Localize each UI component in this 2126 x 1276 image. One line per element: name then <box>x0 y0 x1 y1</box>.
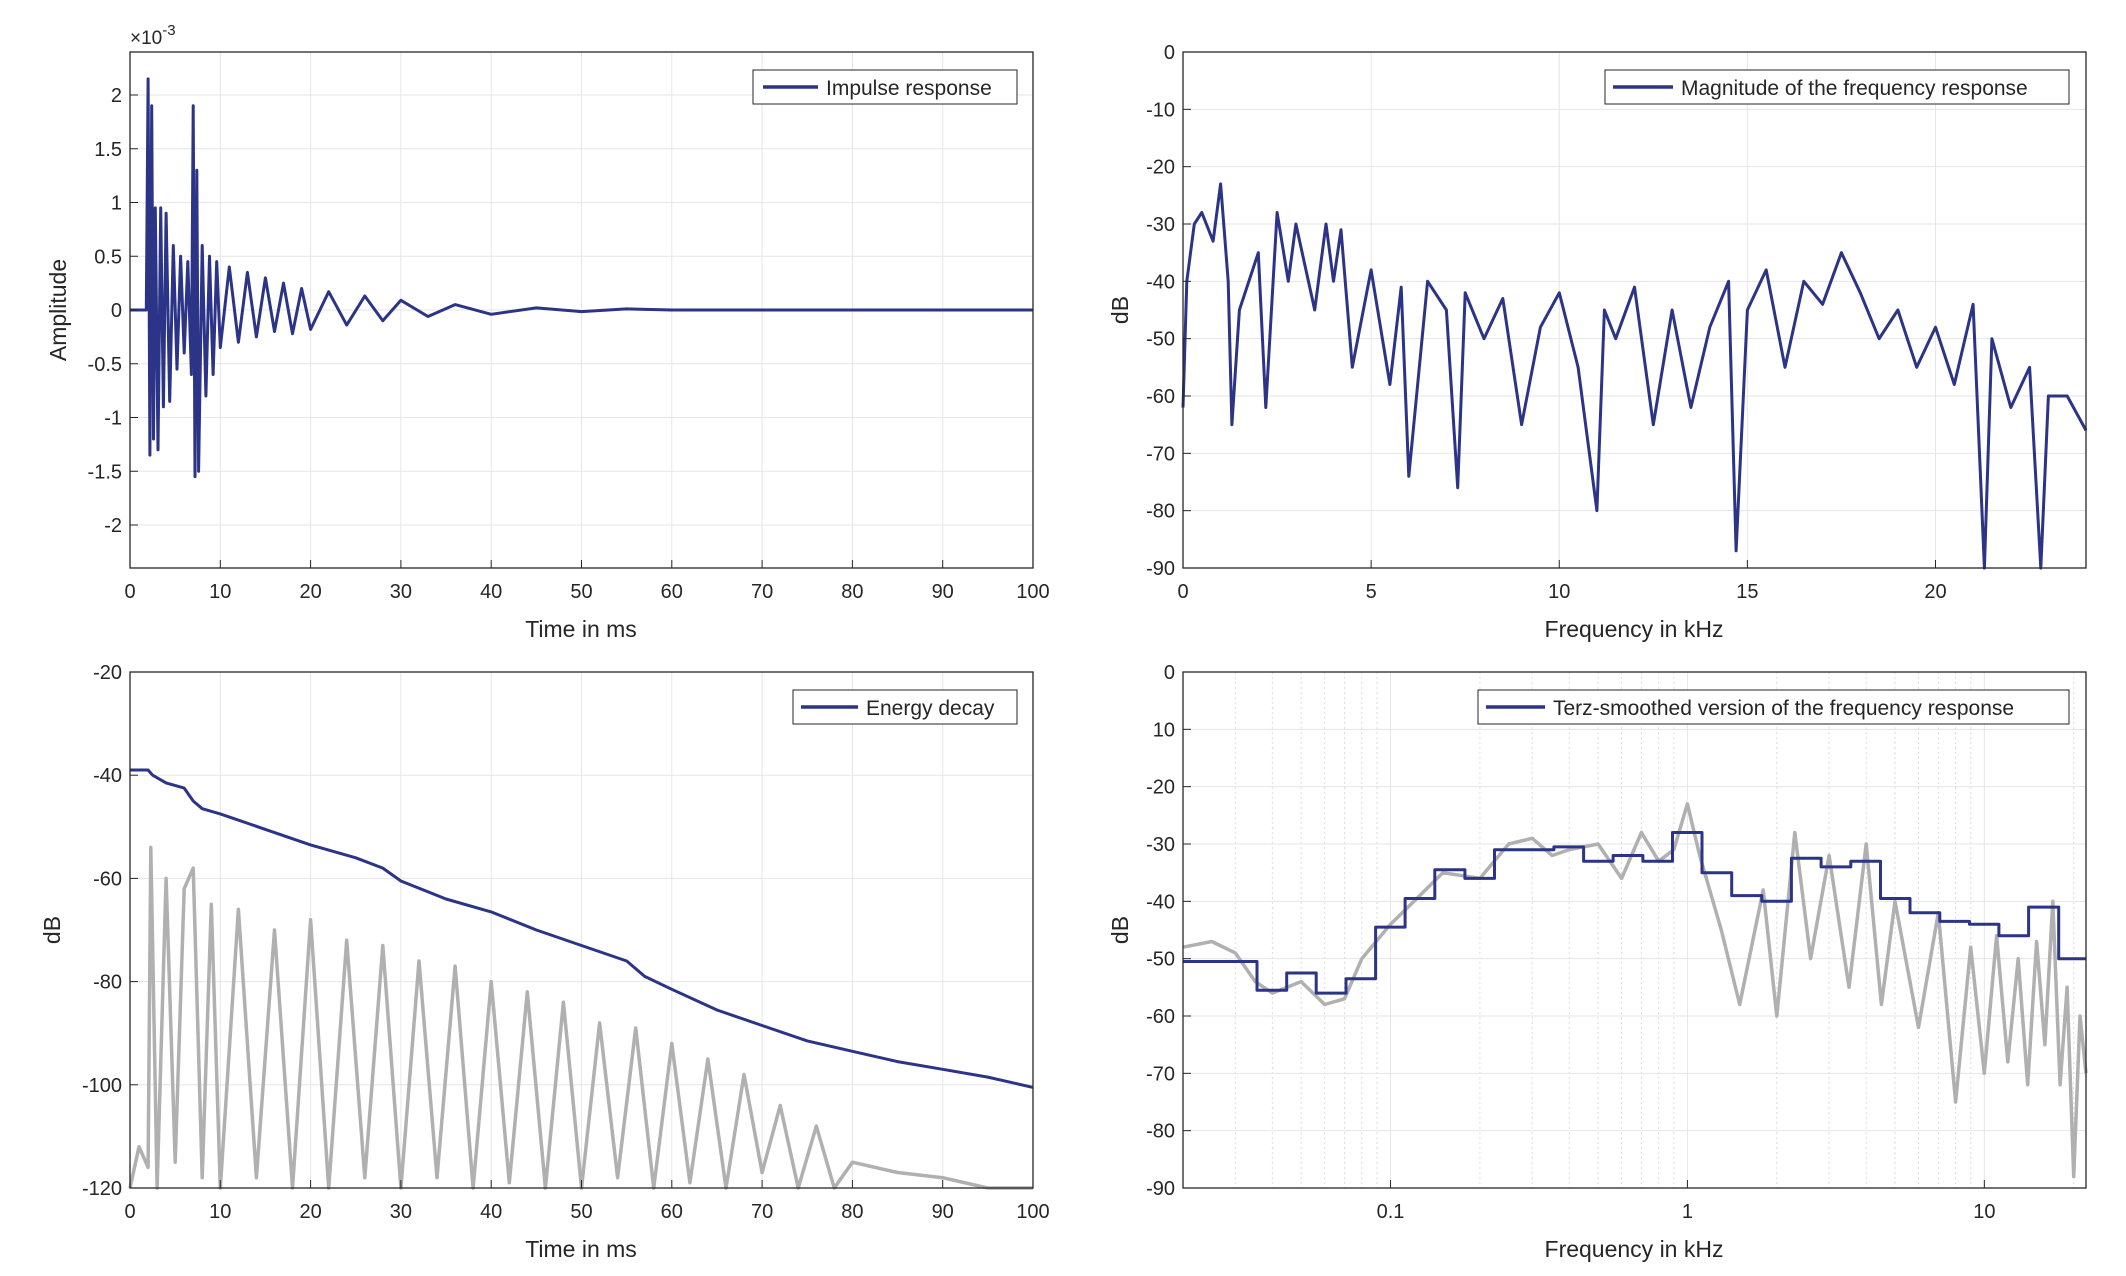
legend: Magnitude of the frequency response <box>1604 69 2070 105</box>
y-tick-label: -20 <box>1146 777 1175 799</box>
x-tick-label: 15 <box>1736 581 1758 603</box>
y-axis-label: Amplitude <box>45 259 71 361</box>
legend: Impulse response <box>752 69 1018 105</box>
x-tick-label: 5 <box>1366 581 1377 603</box>
x-tick-label: 70 <box>751 1201 773 1223</box>
y-tick-label: -50 <box>1146 329 1175 351</box>
x-tick-label: 70 <box>751 581 773 603</box>
x-tick-label: 60 <box>661 581 683 603</box>
y-tick-label: -1 <box>104 408 122 430</box>
x-tick-label: 60 <box>661 1201 683 1223</box>
y-tick-label: 0 <box>1164 42 1175 64</box>
legend: Terz-smoothed version of the frequency r… <box>1477 689 2070 725</box>
y-tick-label: -70 <box>1146 1063 1175 1085</box>
y-tick-label: -50 <box>1146 949 1175 971</box>
axes-box <box>1182 51 2087 569</box>
x-tick-label: 100 <box>1016 1201 1049 1223</box>
y-tick-label: 0 <box>111 300 122 322</box>
x-tick-label: 100 <box>1016 581 1049 603</box>
x-tick-label: 80 <box>841 581 863 603</box>
y-tick-label: -0.5 <box>88 354 122 376</box>
x-tick-label: 20 <box>299 581 321 603</box>
y-tick-label: 10 <box>1153 719 1175 741</box>
y-tick-label: 0 <box>1164 662 1175 684</box>
y-tick-label: -20 <box>93 662 122 684</box>
x-axis-label: Frequency in kHz <box>1545 1236 1724 1262</box>
terz-smoothed-panel: 0.1 1 10 0 10 -20 -30 -40 -50 -60 -70 -80 -90 Frequ… <box>1107 662 2088 1262</box>
legend-label: Magnitude of the frequency response <box>1681 77 2028 100</box>
x-tick-label: 40 <box>480 1201 502 1223</box>
x-tick-label: 90 <box>932 1201 954 1223</box>
y-tick-label: -1.5 <box>88 461 122 483</box>
series-line <box>1181 182 2088 570</box>
legend-label: Terz-smoothed version of the frequency r… <box>1553 697 2014 720</box>
x-tick-label: 30 <box>390 581 412 603</box>
x-tick-label: 40 <box>480 581 502 603</box>
series-line <box>1183 831 2086 995</box>
x-tick-label: 0 <box>1177 581 1188 603</box>
x-tick-label: 50 <box>570 1201 592 1223</box>
x-axis-label: Time in ms <box>525 616 637 642</box>
legend-label: Energy decay <box>866 697 995 720</box>
y-tick-label: -90 <box>1146 558 1175 580</box>
x-axis-label: Time in ms <box>525 1236 637 1262</box>
magnitude-panel: 0 5 10 15 20 0 -10 -20 -30 -40 -50 -60 -70 -80 -90 Fr… <box>1107 42 2088 642</box>
energy-decay-panel: 0 10 20 30 40 50 60 70 80 90 100 -20 -40 -60 -80 -100 -… <box>39 662 1050 1262</box>
y-tick-label: -90 <box>1146 1178 1175 1200</box>
y-tick-label: -40 <box>1146 891 1175 913</box>
y-tick-label: -20 <box>1146 157 1175 179</box>
y-tick-label: -80 <box>93 972 122 994</box>
y-tick-label: -120 <box>82 1178 122 1200</box>
x-tick-label: 0 <box>124 1201 135 1223</box>
x-tick-label: 30 <box>390 1201 412 1223</box>
y-tick-label: -80 <box>1146 1121 1175 1143</box>
y-tick-label: -70 <box>1146 443 1175 465</box>
y-tick-label: 1.5 <box>94 139 122 161</box>
legend-label: Impulse response <box>826 77 992 100</box>
x-tick-label: 0 <box>124 581 135 603</box>
y-tick-label: -100 <box>82 1075 122 1097</box>
y-tick-label: 1 <box>111 193 122 215</box>
series-line <box>130 77 1033 479</box>
y-axis-label: dB <box>39 916 65 944</box>
impulse-response-panel: 0 10 20 30 40 50 60 70 80 90 100 -2 -1.5 -1 -0.5 0 0.5 1… <box>45 22 1050 642</box>
y-axis-label: dB <box>1107 296 1133 324</box>
x-tick-label: 90 <box>932 581 954 603</box>
y-tick-label: -60 <box>93 868 122 890</box>
x-tick-label: 0.1 <box>1377 1201 1405 1223</box>
x-tick-label: 1 <box>1682 1201 1693 1223</box>
y-tick-label: -10 <box>1146 99 1175 121</box>
x-tick-label: 10 <box>209 1201 231 1223</box>
legend: Energy decay <box>792 689 1018 725</box>
y-tick-label: -40 <box>93 765 122 787</box>
y-tick-label: -80 <box>1146 501 1175 523</box>
y-tick-label: -60 <box>1146 386 1175 408</box>
x-tick-label: 80 <box>841 1201 863 1223</box>
x-tick-label: 10 <box>1973 1201 1995 1223</box>
y-tick-label: 0.5 <box>94 246 122 268</box>
y-tick-label: -60 <box>1146 1006 1175 1028</box>
y-tick-label: -2 <box>104 515 122 537</box>
y-tick-label: -40 <box>1146 271 1175 293</box>
axis-exponent: ×10-3 <box>130 22 176 49</box>
x-tick-label: 20 <box>299 1201 321 1223</box>
y-axis-label: dB <box>1107 916 1133 944</box>
series-line <box>130 768 1034 1089</box>
y-tick-label: 2 <box>111 85 122 107</box>
x-tick-label: 10 <box>1548 581 1570 603</box>
y-tick-label: -30 <box>1146 214 1175 236</box>
x-tick-label: 50 <box>570 581 592 603</box>
y-tick-label: -30 <box>1146 834 1175 856</box>
axes-box <box>1182 671 2087 1189</box>
x-axis-label: Frequency in kHz <box>1545 616 1724 642</box>
x-tick-label: 20 <box>1924 581 1946 603</box>
x-tick-label: 10 <box>209 581 231 603</box>
